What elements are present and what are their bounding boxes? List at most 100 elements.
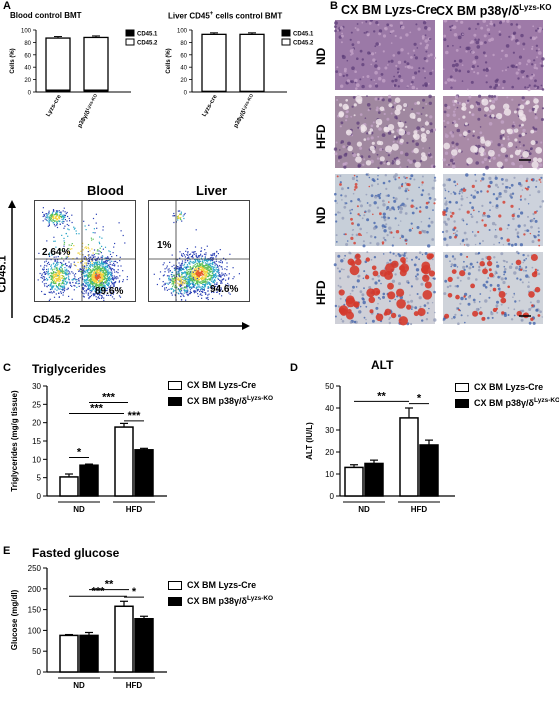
flow-event-dot [203,289,205,291]
tissue-nucleus [424,82,428,87]
flow-event-dot [47,274,49,276]
tissue-nucleus [504,53,508,58]
flow-event-dot [171,276,173,278]
flow-event-dot [194,272,196,274]
bar-cd45-1 [83,89,109,93]
flow-event-dot [52,268,54,270]
flow-event-dot [177,282,179,284]
bar-ko [79,464,99,497]
tissue-nucleus [420,221,423,223]
flow-event-dot [93,286,95,288]
tissue-nucleus [429,122,433,126]
flow-event-dot [223,257,225,259]
tissue-nucleus [372,58,376,62]
flow-event-dot [172,285,174,287]
tissue-nucleus [506,96,509,99]
flow-event-dot [174,267,176,269]
oil-red-droplet [404,239,407,242]
oil-red-droplet [453,232,455,235]
row-label-nd-he: ND [314,47,328,65]
tissue-nucleus [474,38,477,41]
tissue-nucleus [399,21,403,25]
flow-event-dot [228,277,230,279]
oil-red-droplet [540,181,542,183]
flow-event-dot [227,282,229,285]
flow-event-dot [108,277,110,279]
lipid-vacuole [424,121,429,126]
flow-event-dot [174,285,177,287]
tissue-nucleus [429,53,433,57]
bar-cre [114,605,134,673]
category-label: p38γ/δLyzs-KO [231,93,257,130]
y-tick-label: 20 [24,78,31,84]
tissue-nucleus [488,109,492,113]
tissue-nucleus [503,265,506,268]
flow-event-dot [190,268,193,271]
row-label-hfd-oro: HFD [314,280,328,305]
tissue-nucleus [350,115,353,118]
tissue-nucleus [345,73,349,77]
tissue-nucleus [470,215,474,218]
oil-red-droplet [498,214,502,218]
flow-event-dot [68,295,70,297]
tissue-nucleus [427,27,431,31]
flow-event-dot [194,280,196,282]
flow-plot-blood [34,200,136,302]
flow-event-dot [94,289,96,291]
flow-event-dot [83,274,85,277]
oil-red-droplet [526,187,529,191]
flow-event-dot [185,283,187,285]
tissue-nucleus [340,194,343,197]
tissue-nucleus [450,263,454,266]
tissue-nucleus [511,36,515,40]
tissue-nucleus [357,164,361,168]
flow-event-dot [94,232,96,234]
flow-event-dot [61,272,64,274]
tissue-nucleus [362,244,366,248]
flow-event-dot [189,275,191,277]
legend-swatch-black [168,597,182,607]
flow-event-dot [192,257,194,259]
tissue-nucleus [382,50,385,53]
tissue-nucleus [382,227,384,229]
tissue-nucleus [528,281,530,284]
tissue-nucleus [356,177,358,179]
tissue-nucleus [355,83,360,88]
flow-liver-top-pct: 1% [157,240,172,251]
flow-event-dot [56,269,58,271]
flow-event-dot [42,269,44,271]
tissue-nucleus [370,258,373,261]
flow-event-dot [61,216,63,219]
tissue-nucleus [386,23,390,27]
tissue-nucleus [349,212,352,215]
tissue-nucleus [499,136,503,140]
flow-event-dot [66,220,68,222]
lipid-vacuole [421,136,427,143]
tissue-nucleus [449,131,453,135]
oil-red-droplet [387,282,394,290]
flow-event-dot [54,288,56,290]
oil-red-droplet [480,180,482,182]
flow-event-dot [195,254,197,256]
lipid-vacuole [496,161,503,168]
tissue-nucleus [536,56,538,59]
tissue-nucleus [375,108,379,112]
flow-event-dot [63,260,65,262]
flow-event-dot [52,281,54,283]
flow-event-dot [179,291,181,293]
tissue-nucleus [387,60,391,63]
flow-event-dot [180,278,182,280]
tissue-nucleus [484,61,488,64]
tissue-nucleus [416,293,419,295]
oil-red-droplet [451,211,455,215]
flow-event-dot [55,284,57,287]
flow-event-dot [169,281,171,283]
tissue-nucleus [535,49,538,52]
flow-event-dot [41,290,43,293]
group-label: ND [73,681,85,690]
tissue-nucleus [442,158,446,162]
tissue-nucleus [515,23,519,26]
flow-event-dot [51,254,53,256]
oil-red-droplet [487,184,491,188]
tissue-nucleus [508,35,511,38]
